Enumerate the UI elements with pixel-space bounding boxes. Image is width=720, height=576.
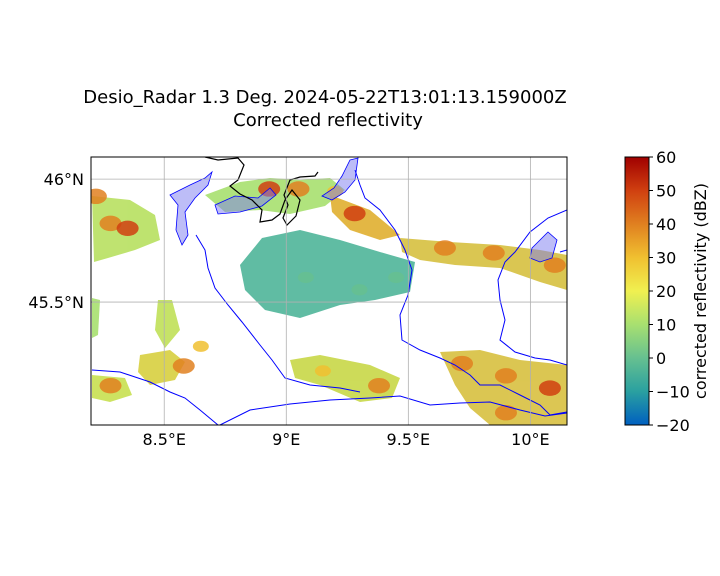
lon-tick-label: 9.5°E	[387, 430, 431, 449]
echo-core	[99, 215, 122, 232]
lon-tick-label: 10°E	[511, 430, 549, 449]
echo-cluster-southwest-edge	[92, 298, 100, 338]
echo-cluster-south-west	[138, 350, 185, 385]
lon-tick-label: 9°E	[272, 430, 300, 449]
echo-core	[451, 355, 474, 372]
lat-tick-label: 45.5°N	[28, 293, 84, 312]
echo-core	[368, 377, 391, 394]
colorbar-tick-label: 40	[656, 215, 676, 234]
echo-cluster-southeast	[440, 350, 567, 425]
colorbar-tick-label: 50	[656, 182, 676, 201]
echo-core	[297, 271, 314, 284]
reflectivity-echoes	[91, 178, 567, 425]
map-frame	[90, 156, 568, 426]
figure-subtitle: Corrected reflectivity	[233, 110, 423, 131]
echo-cluster-west-central	[155, 300, 180, 348]
colorbar: 60 50 40 30 20 10 0 −10 −20 corrected reflectivi…	[624, 148, 710, 435]
echo-core	[388, 271, 405, 284]
colorbar-tick-label: 30	[656, 249, 676, 268]
echo-cores	[91, 181, 566, 421]
echo-core	[116, 220, 139, 237]
echo-core	[287, 181, 310, 197]
boundary-ticino-river	[195, 234, 361, 393]
colorbar-tick-label: 10	[656, 316, 676, 335]
colorbar-tick-label: 0	[656, 349, 666, 368]
colorbar-tick-label: −20	[656, 416, 690, 435]
map-panel: 8.5°E 9°E 9.5°E 10°E 46°N 45.5°N	[28, 156, 568, 449]
latitude-tick-labels: 46°N 45.5°N	[28, 170, 84, 312]
figure-title: Desio_Radar 1.3 Deg. 2024-05-22T13:01:13…	[83, 87, 566, 108]
echo-core	[192, 340, 209, 352]
echo-core	[99, 377, 122, 394]
colorbar-tick-label: −10	[656, 383, 690, 402]
echo-core	[343, 205, 366, 222]
echo-cluster-near-radar	[240, 230, 415, 318]
lake-lugano	[214, 187, 277, 215]
echo-core	[314, 365, 331, 377]
echo-core	[494, 405, 517, 421]
colorbar-label: corrected reflectivity (dBZ)	[691, 183, 710, 399]
echo-core	[433, 240, 456, 256]
echo-core	[351, 284, 368, 296]
echo-core	[172, 358, 195, 374]
national-border-swiss	[204, 157, 319, 226]
boundary-east-stub	[559, 249, 567, 253]
colorbar-tick-label: 60	[656, 148, 676, 167]
echo-core	[494, 368, 517, 384]
echo-core	[543, 257, 566, 273]
gridlines	[91, 157, 567, 425]
echo-core	[482, 245, 505, 261]
colorbar-ticks: 60 50 40 30 20 10 0 −10 −20	[649, 148, 690, 435]
colorbar-gradient	[624, 156, 650, 426]
boundary-po-river	[219, 395, 567, 425]
colorbar-tick-label: 20	[656, 282, 676, 301]
longitude-tick-labels: 8.5°E 9°E 9.5°E 10°E	[142, 430, 549, 449]
lat-tick-label: 46°N	[44, 170, 84, 189]
echo-core	[538, 380, 561, 396]
boundary-adda-river	[354, 169, 567, 416]
lon-tick-label: 8.5°E	[142, 430, 186, 449]
echo-cluster-northeast	[330, 195, 400, 240]
boundary-south-west	[91, 369, 219, 425]
echo-core	[91, 188, 107, 205]
